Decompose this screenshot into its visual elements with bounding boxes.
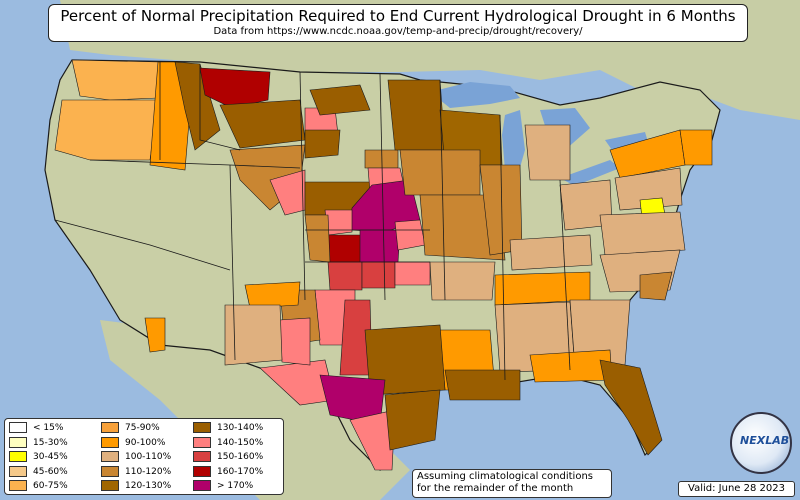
region-kansas — [359, 229, 401, 263]
legend-label: 30-45% — [33, 452, 68, 462]
legend-item: 140-150% — [193, 436, 264, 451]
legend-label: 75-90% — [125, 423, 160, 433]
legend-swatch — [193, 451, 211, 462]
legend-label: 140-150% — [217, 437, 264, 448]
region-washington — [71, 59, 161, 101]
legend-label: 130-140% — [217, 423, 264, 433]
note-line-1: Assuming climatological conditions — [417, 471, 593, 482]
legend-item: 60-75% — [9, 480, 68, 494]
legend-item: < 15% — [9, 422, 63, 436]
region-arkansas — [429, 261, 496, 301]
legend-item: 30-45% — [9, 451, 68, 465]
legend-swatch — [101, 422, 119, 433]
region-az-orange — [244, 281, 301, 309]
legend-swatch — [9, 465, 27, 477]
legend-item: 160-170% — [193, 465, 264, 480]
legend-item: 150-160% — [193, 451, 263, 465]
legend-swatch — [101, 465, 119, 477]
region-la-coast — [444, 369, 521, 401]
map-title: Percent of Normal Precipitation Required… — [60, 7, 736, 25]
legend-item: 100-110% — [101, 451, 171, 465]
region-colorado-pink — [324, 209, 353, 236]
legend: < 15% 15-30% 30-45% 45-60% 60-75% 75-90% 90-10… — [4, 418, 284, 495]
legend-item: 90-100% — [101, 436, 166, 451]
title-box: Percent of Normal Precipitation Required… — [48, 4, 748, 42]
region-oregon — [54, 99, 159, 161]
region-sd-b — [304, 129, 341, 159]
region-ok — [361, 261, 396, 289]
legend-swatch — [193, 422, 211, 433]
region-ok-e — [394, 261, 431, 286]
assumption-note: Assuming climatological conditions for t… — [412, 469, 612, 498]
legend-swatch — [101, 451, 119, 462]
legend-label: 15-30% — [33, 437, 68, 448]
region-tx-south — [349, 409, 396, 471]
region-iowa — [399, 149, 481, 196]
legend-item: > 170% — [193, 480, 253, 494]
region-florida — [599, 359, 663, 456]
region-nc-coast — [639, 271, 673, 301]
legend-swatch — [193, 436, 211, 448]
legend-swatch — [101, 436, 119, 448]
legend-item: 110-120% — [101, 465, 172, 480]
note-line-2: for the remainder of the month — [417, 483, 574, 494]
logo-text: NEXLAB — [740, 434, 790, 447]
region-tx-north — [364, 324, 446, 396]
region-michigan — [524, 124, 571, 181]
region-nm-pink — [279, 317, 311, 366]
region-montana-w — [174, 61, 221, 151]
legend-item: 75-90% — [101, 422, 160, 436]
legend-item: 15-30% — [9, 436, 68, 451]
legend-item: 130-140% — [193, 422, 263, 436]
legend-label: 160-170% — [217, 466, 264, 477]
region-gulf-coast — [529, 349, 613, 383]
region-az-sw — [144, 317, 166, 353]
legend-item: 120-130% — [101, 480, 171, 494]
region-az — [224, 304, 283, 366]
valid-date: Valid: June 28 2023 — [678, 481, 795, 497]
nexlab-logo: NEXLAB — [730, 412, 792, 474]
region-tx-east — [384, 389, 441, 451]
legend-label: 110-120% — [125, 466, 172, 477]
map-subtitle: Data from https://www.ncdc.noaa.gov/temp… — [213, 26, 583, 37]
legend-swatch — [9, 422, 27, 433]
legend-label: 120-130% — [125, 481, 172, 491]
legend-swatch — [9, 451, 27, 462]
region-missouri — [419, 194, 506, 261]
legend-label: 60-75% — [33, 481, 68, 491]
region-kansas-red — [327, 234, 363, 263]
lake-ontario — [605, 132, 648, 150]
legend-label: < 15% — [33, 423, 64, 433]
legend-swatch — [9, 480, 27, 491]
legend-label: 100-110% — [125, 452, 172, 462]
region-pa — [614, 167, 683, 211]
legend-label: 150-160% — [217, 452, 264, 462]
region-nd — [309, 84, 371, 116]
region-kentucky — [509, 234, 593, 271]
legend-swatch — [9, 436, 27, 448]
region-ok-panhandle — [327, 261, 363, 291]
legend-swatch — [193, 480, 211, 491]
lake-superior — [430, 82, 520, 108]
state-borders — [54, 62, 571, 381]
legend-item: 45-60% — [9, 465, 68, 480]
legend-swatch — [101, 480, 119, 491]
mexico-land — [100, 320, 410, 500]
legend-label: 90-100% — [125, 437, 166, 448]
legend-label: 45-60% — [33, 466, 68, 477]
region-va — [599, 211, 686, 256]
legend-swatch — [193, 465, 211, 477]
region-ks-e — [394, 219, 426, 251]
lake-erie — [560, 160, 620, 186]
legend-label: > 170% — [217, 481, 254, 491]
region-new-england — [679, 129, 713, 166]
region-minnesota — [387, 79, 446, 151]
